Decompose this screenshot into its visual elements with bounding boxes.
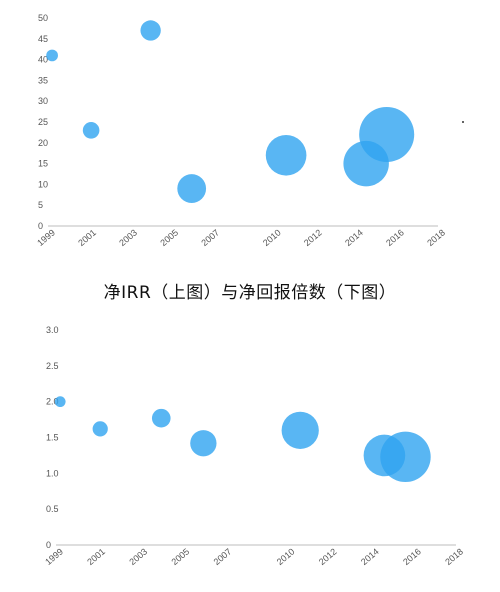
stray-dot (462, 121, 464, 123)
bubble-point (46, 49, 58, 62)
x-tick-label: 2005 (170, 546, 192, 567)
y-tick-label: 2.5 (46, 361, 59, 371)
bubble-point (190, 430, 217, 457)
bubble-point (151, 408, 171, 428)
x-tick-label: 2003 (127, 546, 149, 567)
y-tick-label: 20 (38, 138, 48, 148)
x-tick-label: 2010 (261, 227, 283, 248)
x-tick-label: 2001 (76, 227, 98, 248)
y-tick-label: 10 (38, 179, 48, 189)
x-tick-label: 2016 (401, 546, 423, 567)
x-tick-label: 2016 (384, 227, 406, 248)
x-tick-label: 2007 (212, 546, 234, 567)
x-tick-label: 2007 (199, 227, 221, 248)
y-tick-label: 0.5 (46, 504, 59, 514)
y-tick-label: 25 (38, 117, 48, 127)
y-tick-label: 45 (38, 34, 48, 44)
chart-caption: 净IRR（上图）与净回报倍数（下图） (103, 283, 397, 303)
y-tick-label: 0 (38, 221, 43, 231)
bubble-point (92, 421, 108, 437)
x-tick-label: 2018 (425, 227, 447, 248)
x-tick-label: 2012 (317, 546, 339, 567)
y-tick-label: 30 (38, 96, 48, 106)
x-tick-label: 2005 (158, 227, 180, 248)
bubble-point (177, 174, 207, 203)
y-tick-label: 40 (38, 55, 48, 65)
bubble-point (281, 411, 319, 449)
bubble-point (359, 106, 415, 163)
y-tick-label: 15 (38, 159, 48, 169)
y-tick-label: 35 (38, 75, 48, 85)
y-tick-label: 3.0 (46, 325, 59, 335)
y-tick-label: 50 (38, 13, 48, 23)
y-tick-label: 5 (38, 200, 43, 210)
bubble-point (380, 431, 431, 483)
x-tick-label: 2001 (85, 546, 107, 567)
x-tick-label: 2010 (275, 546, 297, 567)
y-tick-label: 1.0 (46, 468, 59, 478)
x-tick-label: 2014 (359, 546, 381, 567)
y-tick-label: 1.5 (46, 433, 59, 443)
y-tick-label: 0 (46, 540, 51, 550)
x-tick-label: 2014 (343, 227, 365, 248)
bubble-point (265, 134, 307, 176)
bubble-point (82, 122, 100, 139)
x-tick-label: 2012 (302, 227, 324, 248)
x-tick-label: 2003 (117, 227, 139, 248)
bubble-point (54, 396, 66, 408)
bubble-point (140, 20, 161, 41)
x-tick-label: 2018 (443, 546, 465, 567)
y-tick-label: 2.0 (46, 397, 59, 407)
